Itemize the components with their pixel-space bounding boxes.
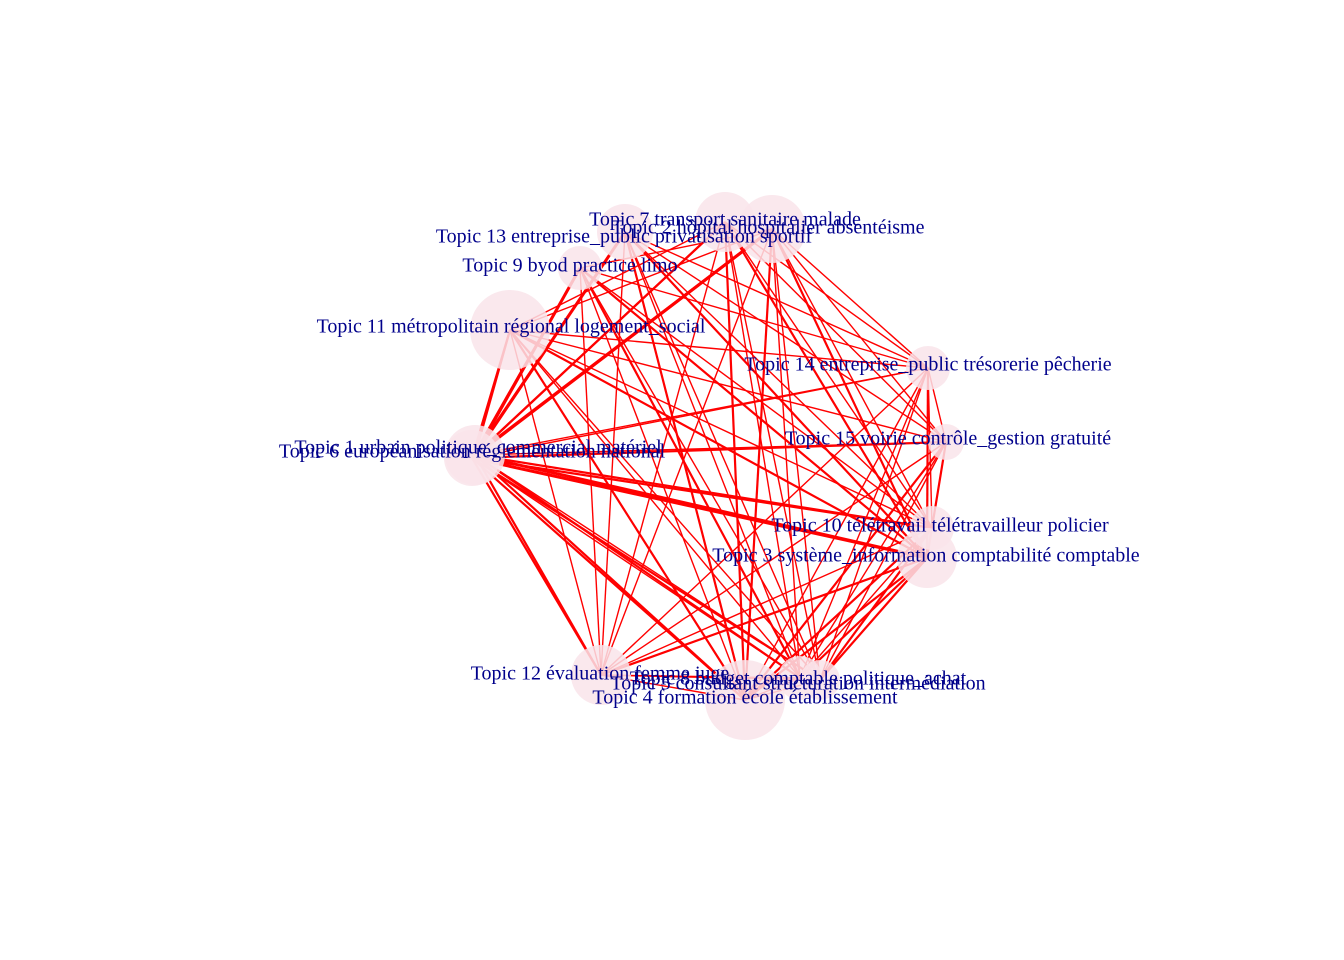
edge-t13-t15	[624, 231, 947, 443]
edge-t13-t3	[624, 231, 928, 559]
node-label-t15: Topic 15 voirie contrôle_gestion gratuit…	[785, 428, 1111, 450]
node-label-t5: Topic 5 consultant structuration intermé…	[610, 673, 985, 695]
edge-t6-t15	[471, 440, 947, 460]
node-label-t1: Topic 1 urbain politique_commercial maté…	[294, 437, 662, 459]
edge-t11-t14	[509, 329, 929, 369]
node-label-t10: Topic 10 télétravail télétravailleur pol…	[771, 515, 1109, 537]
node-t14[interactable]	[906, 346, 950, 390]
edge-t2-t14	[771, 228, 929, 369]
edge-t6-t10	[471, 456, 933, 530]
edge-t7-t5	[724, 221, 821, 681]
edge-t10-t12	[600, 527, 933, 676]
edge-t11-t12	[509, 329, 602, 676]
node-t12[interactable]	[571, 645, 631, 705]
edge-t2-t10	[771, 228, 933, 529]
edge-t11-t15	[509, 329, 947, 443]
edge-t9-t10	[579, 267, 933, 529]
edge-t6-t2	[471, 227, 773, 460]
node-t4[interactable]	[705, 660, 785, 740]
edge-t2-t12	[600, 228, 773, 676]
edge-t6-t4	[471, 457, 746, 701]
edge-t9-t12	[579, 267, 602, 676]
node-t6[interactable]	[444, 430, 500, 486]
node-t7[interactable]	[695, 192, 755, 252]
node-label-t8: Topic 8 budget comptable politique_achat	[630, 668, 967, 690]
edge-t7-t8	[724, 221, 801, 679]
node-label-t6: Topic 6 européanisation réglementation n…	[279, 441, 666, 463]
node-t13[interactable]	[597, 204, 653, 260]
edge-t11-t10	[509, 329, 933, 529]
edge-t15-t4	[744, 441, 947, 701]
edge-t2-t5	[771, 228, 821, 681]
edge-t9-t8	[579, 267, 801, 679]
edge-t11-t7	[509, 221, 726, 331]
node-label-t11: Topic 11 métropolitain régional logement…	[317, 316, 706, 338]
edge-t11-t3	[509, 329, 928, 559]
node-label-t7: Topic 7 transport sanitaire malade	[589, 209, 861, 231]
node-t9[interactable]	[558, 246, 602, 290]
edge-t13-t4	[623, 231, 747, 701]
edge-t13-t8	[624, 231, 801, 679]
edge-t7-t12	[600, 221, 726, 676]
node-label-t14: Topic 14 entreprise_public trésorerie pê…	[744, 354, 1111, 376]
edge-t6-t8	[471, 457, 801, 679]
edge-t14-t12	[600, 367, 929, 676]
edge-t7-t4	[723, 221, 747, 701]
edge-t3-t12	[600, 556, 928, 677]
edge-t7-t3	[724, 221, 928, 559]
node-t15[interactable]	[928, 424, 964, 460]
edge-t14-t8	[799, 367, 929, 679]
edge-t2-t15	[771, 228, 947, 443]
labels-layer: Topic 1 urbain politique_commercial maté…	[279, 209, 1140, 709]
edge-t13-t10	[624, 231, 933, 529]
edge-t7-t10	[724, 221, 933, 529]
edge-t6-t7	[471, 221, 726, 459]
edge-t14-t4	[744, 367, 929, 701]
node-t11[interactable]	[470, 290, 550, 370]
node-label-t12: Topic 12 évaluation femme juge	[471, 663, 730, 685]
node-t10[interactable]	[910, 506, 954, 550]
edge-t6-t14	[471, 367, 929, 459]
edge-t2-t3	[771, 228, 928, 559]
node-t8[interactable]	[778, 656, 822, 700]
edges-layer	[470, 221, 948, 701]
edge-t6-t5	[471, 457, 821, 681]
edge-t9-t4	[579, 267, 746, 701]
edge-t15-t12	[600, 441, 947, 676]
nodes-layer	[444, 192, 964, 740]
node-label-t2: Topic 2 hôpital hospitalier absentéisme	[612, 217, 925, 239]
node-t2[interactable]	[738, 195, 806, 263]
node-label-t4: Topic 4 formation école établissement	[592, 687, 898, 709]
edge-t13-t12	[600, 231, 626, 676]
node-label-t3: Topic 3 système_information comptabilité…	[712, 545, 1140, 567]
edge-t2-t8	[771, 228, 801, 679]
edge-t11-t5	[509, 329, 821, 681]
node-label-t13: Topic 13 entreprise_public privatisation…	[436, 226, 813, 248]
edge-t6-t12	[471, 457, 602, 676]
node-label-t9: Topic 9 byod practice limo	[462, 255, 677, 277]
